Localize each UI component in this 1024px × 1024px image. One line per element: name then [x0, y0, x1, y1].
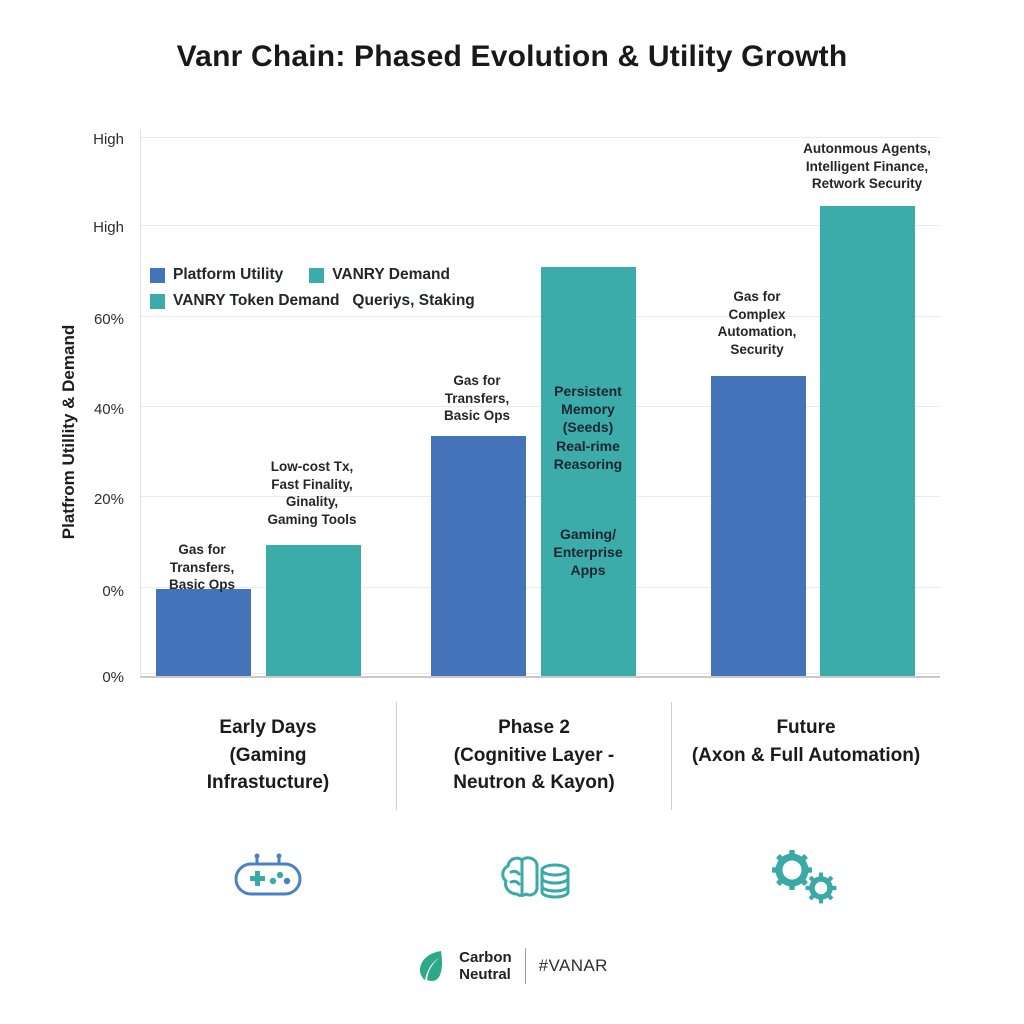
legend-label-platform-utility: Platform Utility	[173, 266, 284, 283]
legend-swatch-vanry-demand	[309, 267, 325, 283]
phase-icon-cell-phase-2	[396, 836, 672, 918]
leaf-icon	[420, 951, 443, 981]
category-label-phase-2: Phase 2 (Cognitive Layer - Neutron & Kay…	[396, 702, 672, 810]
y-axis-tick-label: 0%	[102, 582, 124, 600]
bar-vanry-demand-1	[540, 266, 636, 676]
legend-swatch-vanry-token-demand	[150, 293, 165, 309]
y-axis-tick-label: High	[93, 131, 124, 149]
gridline	[141, 224, 940, 226]
footer-divider	[524, 948, 526, 984]
y-axis-tick-label: 20%	[93, 491, 124, 509]
legend-item-vanry-demand: VANRY Demand	[309, 266, 450, 284]
y-axis-tick-label: 60%	[93, 310, 124, 328]
game-controller-icon	[234, 853, 302, 896]
gridline	[141, 137, 940, 139]
y-axis-tick-label: High	[93, 218, 124, 236]
bar-platform-utility-2	[710, 375, 806, 676]
category-label-future: Future (Axon & Full Automation)	[691, 717, 921, 766]
legend-label-vanry-token-demand: VANRY Token Demand Queriys, Staking	[173, 292, 475, 309]
y-axis-tick-label: 40%	[93, 400, 124, 418]
category-label-early-days: Early Days (Gaming Infrastucture)	[206, 717, 330, 794]
phase-icon-cell-early-days	[140, 836, 396, 918]
plot-area	[140, 130, 940, 678]
bar-vanry-demand-2	[820, 206, 916, 676]
bar-platform-utility-1	[431, 435, 527, 676]
legend-row-2: VANRY Token Demand Queriys, Staking	[150, 292, 475, 310]
brain-database-icon	[501, 856, 570, 899]
y-axis-tick-labels: 0% 0% 20% 40% 60% High High	[70, 130, 132, 686]
footer: Carbon Neutral #VANAR	[0, 948, 1024, 984]
legend-label-vanry-demand: VANRY Demand	[332, 266, 450, 283]
bar-vanry-demand-0	[265, 544, 361, 676]
legend-item-vanry-token-demand: VANRY Token Demand Queriys, Staking	[150, 292, 475, 310]
carbon-neutral-label: Carbon Neutral	[459, 948, 512, 983]
vanar-hashtag: #VANAR	[538, 956, 608, 975]
x-axis-labels: Early Days (Gaming Infrastucture) Phase …	[140, 702, 940, 810]
page-title: Vanr Chain: Phased Evolution & Utility G…	[176, 40, 848, 73]
legend-row-1: Platform Utility VANRY Demand	[150, 266, 475, 284]
phase-icons-row	[140, 836, 940, 918]
y-axis-tick-label: 0%	[102, 668, 124, 686]
chart-legend: Platform Utility VANRY Demand VANRY Toke…	[150, 266, 475, 318]
gears-icon	[772, 850, 837, 904]
bar-platform-utility-0	[156, 588, 252, 676]
legend-item-platform-utility: Platform Utility	[150, 266, 283, 284]
phase-icon-cell-future	[672, 836, 940, 918]
legend-swatch-platform-utility	[150, 267, 165, 283]
